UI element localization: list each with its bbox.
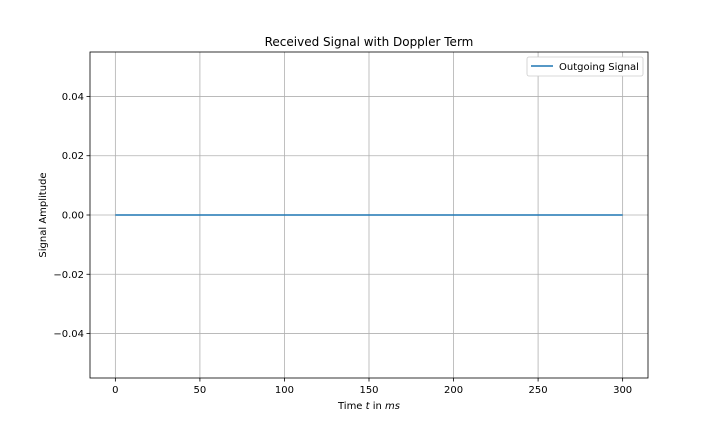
x-tick-label: 100 (275, 385, 294, 396)
x-tick-label: 200 (444, 385, 463, 396)
legend-label: Outgoing Signal (559, 62, 639, 73)
y-tick-label: 0.00 (62, 211, 84, 222)
x-tick-label: 150 (359, 385, 378, 396)
y-axis-ticks: 0.04 0.02 0.00 −0.02 −0.04 (53, 92, 90, 340)
legend-box (526, 56, 644, 77)
chart-title: Received Signal with Doppler Term (265, 35, 474, 49)
x-tick-label: 50 (194, 385, 207, 396)
x-tick-label: 300 (613, 385, 632, 396)
y-tick-label: −0.02 (53, 270, 84, 281)
x-tick-label: 0 (112, 385, 118, 396)
y-tick-label: 0.04 (62, 92, 84, 103)
x-axis-ticks: 0 50 100 150 200 250 300 (112, 378, 632, 396)
y-axis-label: Signal Amplitude (38, 172, 49, 257)
y-tick-label: −0.04 (53, 329, 84, 340)
y-tick-label: 0.02 (62, 151, 84, 162)
legend: Outgoing Signal (526, 56, 644, 77)
x-tick-label: 250 (529, 385, 548, 396)
x-axis-label: Time t in ms (337, 401, 400, 412)
